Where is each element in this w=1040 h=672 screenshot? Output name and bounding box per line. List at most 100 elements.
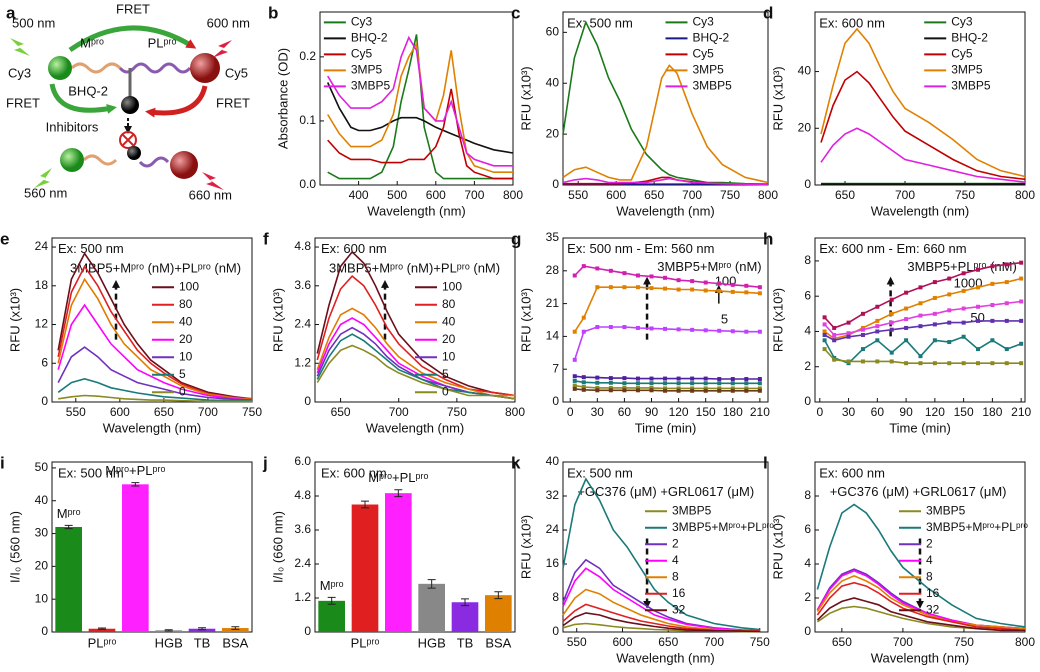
- category-label: TB: [457, 635, 474, 650]
- point: [635, 388, 640, 393]
- series-line: [57, 303, 253, 401]
- point: [822, 329, 827, 334]
- point: [635, 381, 640, 386]
- point: [730, 381, 735, 386]
- y-tick-label: 14: [546, 329, 560, 343]
- diagram-label: Cy3: [8, 65, 31, 80]
- point: [904, 290, 909, 295]
- point: [846, 320, 851, 325]
- y-axis-label: RFU (x10³): [770, 66, 785, 130]
- x-tick-label: 0: [816, 405, 823, 419]
- legend-label: 100: [442, 279, 462, 293]
- y-tick-label: 20: [798, 120, 812, 134]
- legend-label: 80: [442, 297, 456, 311]
- y-axis-label: RFU (x10³): [7, 288, 22, 352]
- x-tick-label: 700: [682, 188, 702, 202]
- error-bar: [361, 500, 369, 509]
- x-tick-label: 600: [612, 635, 632, 649]
- legend-label: 3MP5: [693, 63, 725, 77]
- point: [663, 388, 668, 393]
- legend-label: 0: [179, 384, 186, 398]
- diagram-label: Mᵖʳᵒ: [80, 35, 104, 50]
- x-tick-label: 750: [954, 635, 974, 649]
- x-axis-label: Time (min): [635, 420, 697, 435]
- panel-letter: a: [6, 3, 16, 22]
- legend-label: 5: [179, 367, 186, 381]
- point: [757, 377, 762, 382]
- point: [581, 380, 586, 385]
- plot-frame: [314, 461, 516, 633]
- x-tick-label: 60: [618, 405, 632, 419]
- diagram-label: FRET: [216, 95, 250, 110]
- point: [932, 322, 937, 327]
- series-line: [824, 320, 1022, 342]
- plot-frame: [814, 461, 1026, 633]
- point: [889, 359, 894, 364]
- legend-label: 32: [672, 602, 686, 616]
- cy5-bead: [170, 151, 198, 179]
- series-line: [562, 477, 760, 631]
- point: [990, 338, 995, 343]
- point: [990, 303, 995, 308]
- series-line: [562, 20, 769, 185]
- point: [572, 378, 577, 383]
- point: [846, 331, 851, 336]
- point: [635, 325, 640, 330]
- point: [1004, 347, 1009, 352]
- y-tick-label: 50: [35, 460, 49, 474]
- x-tick-label: 750: [447, 405, 467, 419]
- point: [676, 376, 681, 381]
- category-label: PLᵖʳᵒ: [351, 635, 380, 650]
- y-tick-label: 0.1: [299, 113, 316, 127]
- series-line: [562, 64, 769, 184]
- x-tick-label: 180: [982, 405, 1002, 419]
- series-line: [816, 597, 1025, 632]
- point: [730, 377, 735, 382]
- series-line: [820, 127, 1026, 183]
- point: [1019, 276, 1024, 281]
- point: [676, 381, 681, 386]
- point: [918, 354, 923, 359]
- annotation: 3MBP5+PLᵖʳᵒ (nM): [907, 259, 1016, 274]
- point: [744, 386, 749, 391]
- point: [676, 327, 681, 332]
- series-line: [316, 333, 516, 400]
- point: [1019, 341, 1024, 346]
- peptide: [138, 156, 170, 168]
- x-axis-label: Wavelength (nm): [871, 650, 970, 665]
- point: [947, 308, 952, 313]
- point: [875, 324, 880, 329]
- series-line: [57, 277, 253, 401]
- y-tick-label: 0: [304, 394, 311, 408]
- x-tick-label: 750: [955, 188, 975, 202]
- y-axis-label: RFU (x10³): [270, 288, 285, 352]
- cy5-bead: [190, 53, 220, 83]
- point: [663, 275, 668, 280]
- y-tick-label: 3.6: [294, 278, 311, 292]
- x-tick-label: 800: [758, 188, 778, 202]
- x-axis-label: Wavelength (nm): [103, 420, 202, 435]
- point: [976, 285, 981, 290]
- point: [976, 361, 981, 366]
- y-axis-label: RFU (x10³): [770, 288, 785, 352]
- y-tick-label: 0: [552, 624, 559, 638]
- plot-frame: [814, 11, 1026, 186]
- y-tick-label: 8: [804, 253, 811, 267]
- bar: [351, 504, 379, 632]
- y-tick-label: 6: [804, 288, 811, 302]
- legend-label: 2: [672, 536, 679, 550]
- error-bar: [164, 629, 173, 632]
- point: [904, 338, 909, 343]
- light-bolt: [10, 38, 30, 56]
- point: [904, 317, 909, 322]
- y-tick-label: 16: [546, 556, 560, 570]
- point: [595, 385, 600, 390]
- series-line: [57, 346, 253, 401]
- error-bar: [327, 596, 336, 605]
- bar: [122, 484, 149, 632]
- scheme: a: [6, 3, 232, 190]
- error-bar: [494, 591, 503, 600]
- y-tick-label: 0: [804, 394, 811, 408]
- y-tick-label: 8: [552, 590, 559, 604]
- point: [1004, 280, 1009, 285]
